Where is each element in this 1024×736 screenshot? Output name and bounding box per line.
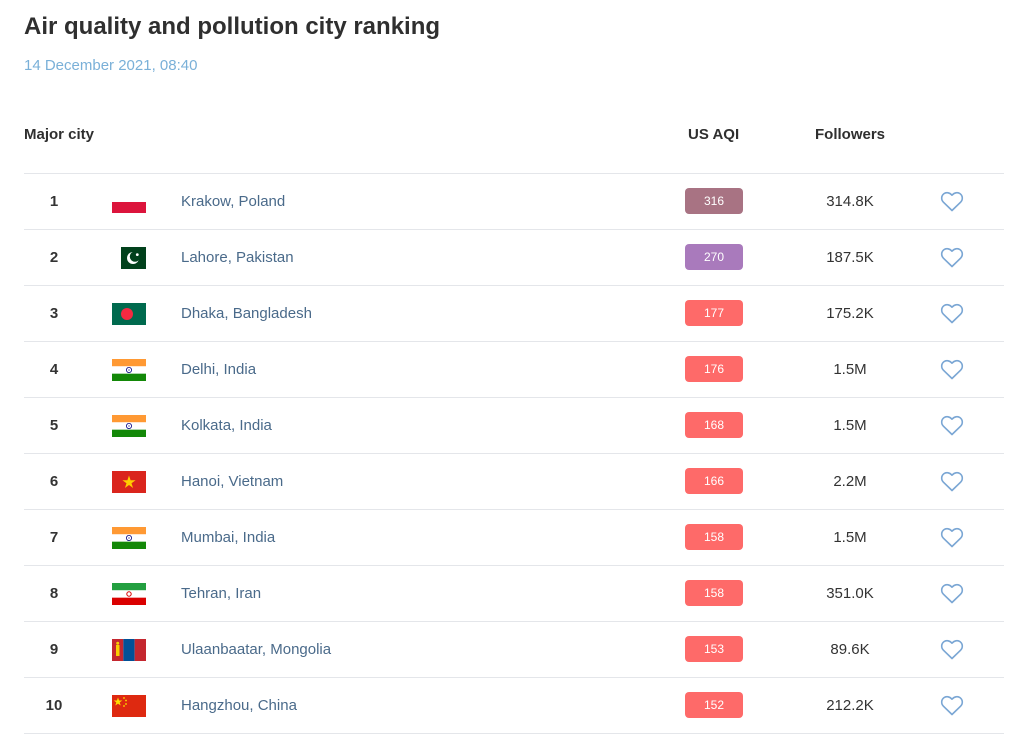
iran-flag-icon [112,583,146,605]
heart-outline-icon[interactable] [940,414,964,436]
table-row[interactable]: 7 Mumbai, India 158 1.5M [24,510,1004,566]
table-row[interactable]: 6 Hanoi, Vietnam 166 2.2M [24,454,1004,510]
followers-count: 314.8K [826,193,874,210]
aqi-badge: 166 [685,468,743,494]
ranking-table: 1 Krakow, Poland 316 314.8K 2 Lahore, Pakista… [24,173,1004,734]
aqi-badge: 153 [685,636,743,662]
rank-number: 3 [49,305,59,322]
followers-count: 351.0K [826,585,874,602]
rank-number: 1 [49,193,59,210]
heart-outline-icon[interactable] [940,246,964,268]
vietnam-flag-icon [112,471,146,493]
table-row[interactable]: 1 Krakow, Poland 316 314.8K [24,174,1004,230]
table-row[interactable]: 4 Delhi, India 176 1.5M [24,342,1004,398]
rank-number: 2 [49,249,59,266]
rank-number: 4 [49,361,59,378]
column-header-aqi: US AQI [688,126,740,143]
page-title: Air quality and pollution city ranking [24,13,441,40]
city-link[interactable]: Dhaka, Bangladesh [181,305,312,322]
table-row[interactable]: 3 Dhaka, Bangladesh 177 175.2K [24,286,1004,342]
heart-outline-icon[interactable] [940,582,964,604]
heart-outline-icon[interactable] [940,638,964,660]
rank-number: 8 [49,585,59,602]
poland-flag-icon [112,191,146,213]
rank-number: 9 [49,641,59,658]
followers-count: 1.5M [833,361,867,378]
city-link[interactable]: Ulaanbaatar, Mongolia [181,641,332,658]
followers-count: 1.5M [833,417,867,434]
column-header-followers: Followers [815,126,886,143]
aqi-badge: 158 [685,580,743,606]
rank-number: 7 [49,529,59,546]
heart-outline-icon[interactable] [940,302,964,324]
aqi-badge: 316 [685,188,743,214]
followers-count: 187.5K [826,249,874,266]
timestamp: 14 December 2021, 08:40 [24,57,198,74]
bangladesh-flag-icon [112,303,146,325]
followers-count: 1.5M [833,529,867,546]
rank-number: 6 [49,473,59,490]
aqi-badge: 168 [685,412,743,438]
aqi-badge: 152 [685,692,743,718]
followers-count: 212.2K [826,697,874,714]
india-flag-icon [112,415,146,437]
followers-count: 89.6K [830,641,870,658]
city-link[interactable]: Krakow, Poland [181,193,286,210]
rank-number: 5 [49,417,59,434]
city-link[interactable]: Tehran, Iran [181,585,262,602]
aqi-badge: 177 [685,300,743,326]
rank-number: 10 [45,697,63,714]
heart-outline-icon[interactable] [940,358,964,380]
pakistan-flag-icon [112,247,146,269]
table-row[interactable]: 10 Hangzhou, China 152 212.2K [24,678,1004,734]
city-link[interactable]: Delhi, India [181,361,257,378]
followers-count: 175.2K [826,305,874,322]
city-link[interactable]: Kolkata, India [181,417,272,434]
heart-outline-icon[interactable] [940,470,964,492]
aqi-badge: 158 [685,524,743,550]
heart-outline-icon[interactable] [940,526,964,548]
table-row[interactable]: 5 Kolkata, India 168 1.5M [24,398,1004,454]
table-row[interactable]: 8 Tehran, Iran 158 351.0K [24,566,1004,622]
column-header-city: Major city [24,126,95,143]
city-link[interactable]: Mumbai, India [181,529,276,546]
table-row[interactable]: 2 Lahore, Pakistan 270 187.5K [24,230,1004,286]
city-link[interactable]: Hanoi, Vietnam [181,473,284,490]
india-flag-icon [112,527,146,549]
heart-outline-icon[interactable] [940,190,964,212]
city-link[interactable]: Hangzhou, China [181,697,297,714]
india-flag-icon [112,359,146,381]
mongolia-flag-icon [112,639,146,661]
aqi-badge: 176 [685,356,743,382]
table-row[interactable]: 9 Ulaanbaatar, Mongolia 153 89.6K [24,622,1004,678]
china-flag-icon [112,695,146,717]
heart-outline-icon[interactable] [940,694,964,716]
followers-count: 2.2M [833,473,867,490]
city-link[interactable]: Lahore, Pakistan [181,249,294,266]
aqi-badge: 270 [685,244,743,270]
